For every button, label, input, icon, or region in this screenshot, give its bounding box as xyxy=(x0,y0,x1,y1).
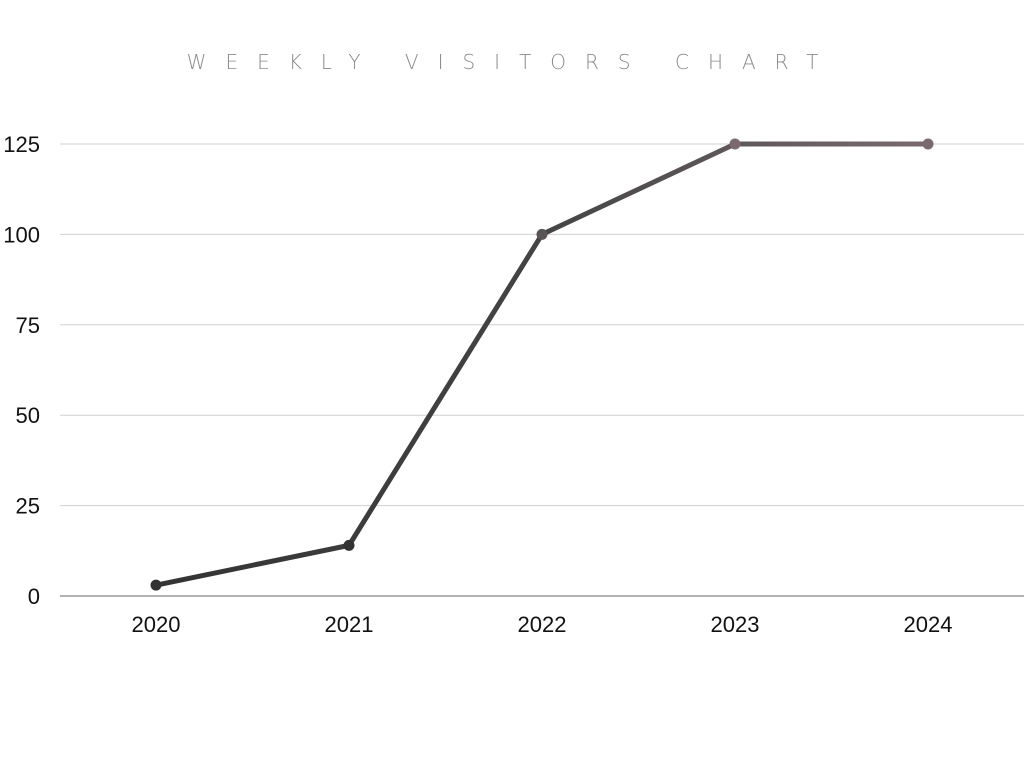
y-tick-label: 25 xyxy=(16,494,40,519)
y-tick-label: 0 xyxy=(28,584,40,609)
data-point xyxy=(343,539,355,551)
data-point xyxy=(922,138,934,150)
series-layer xyxy=(150,138,934,591)
x-tick-label: 2022 xyxy=(518,612,567,637)
data-point xyxy=(536,228,548,240)
x-tick-label: 2021 xyxy=(325,612,374,637)
gridlines xyxy=(60,143,1024,597)
x-tick-label: 2023 xyxy=(711,612,760,637)
y-tick-label: 100 xyxy=(3,222,40,247)
data-point xyxy=(150,579,162,591)
x-axis-ticks: 2020 2021 2022 2023 2024 xyxy=(132,612,953,637)
data-point xyxy=(729,138,741,150)
x-tick-label: 2020 xyxy=(132,612,181,637)
y-tick-label: 75 xyxy=(16,313,40,338)
y-tick-label: 125 xyxy=(3,132,40,157)
y-tick-label: 50 xyxy=(16,403,40,428)
chart-title: WEEKLY VISITORS CHART xyxy=(186,50,838,74)
y-axis-ticks: 0 25 50 75 100 125 xyxy=(3,132,40,609)
x-tick-label: 2024 xyxy=(904,612,953,637)
series-line xyxy=(153,141,931,588)
